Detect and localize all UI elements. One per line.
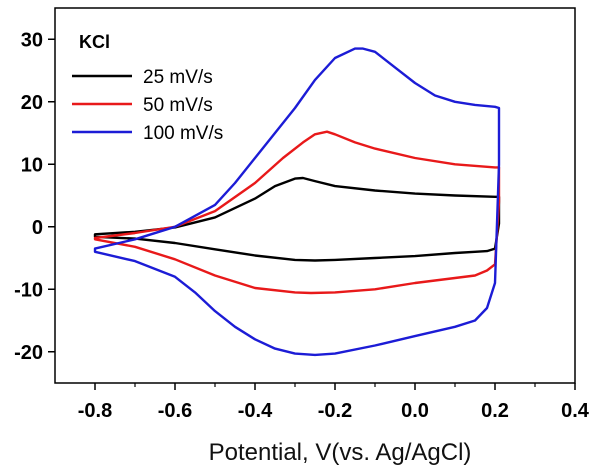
series-line-1 (95, 178, 499, 261)
x-axis-title: Potential, V(vs. Ag/AgCl) (209, 439, 472, 466)
x-tick-label: -0.6 (158, 400, 192, 422)
y-tick-label: 0 (32, 217, 43, 239)
y-tick-label: 20 (21, 92, 43, 114)
x-tick-label: -0.4 (238, 400, 273, 422)
y-tick-label: 30 (21, 29, 43, 51)
legend-label-2: 50 mV/s (143, 95, 213, 116)
x-tick-label: -0.8 (78, 400, 112, 422)
legend: KCl 25 mV/s 50 mV/s 100 mV/s (72, 32, 223, 144)
x-tick-label: 0.2 (481, 400, 509, 422)
legend-title: KCl (79, 32, 110, 52)
x-tick-label: 0.4 (561, 400, 590, 422)
y-axis-ticks: -20 -10 0 10 20 30 (14, 29, 55, 364)
legend-label-1: 25 mV/s (143, 67, 213, 88)
x-tick-label: 0.0 (401, 400, 429, 422)
y-tick-label: -20 (14, 342, 43, 364)
y-tick-label: 10 (21, 154, 43, 176)
x-axis-ticks: -0.8 -0.6 -0.4 -0.2 0.0 0.2 0.4 (78, 383, 590, 422)
legend-label-3: 100 mV/s (143, 123, 223, 144)
y-tick-label: -10 (14, 279, 43, 301)
x-tick-label: -0.2 (318, 400, 352, 422)
